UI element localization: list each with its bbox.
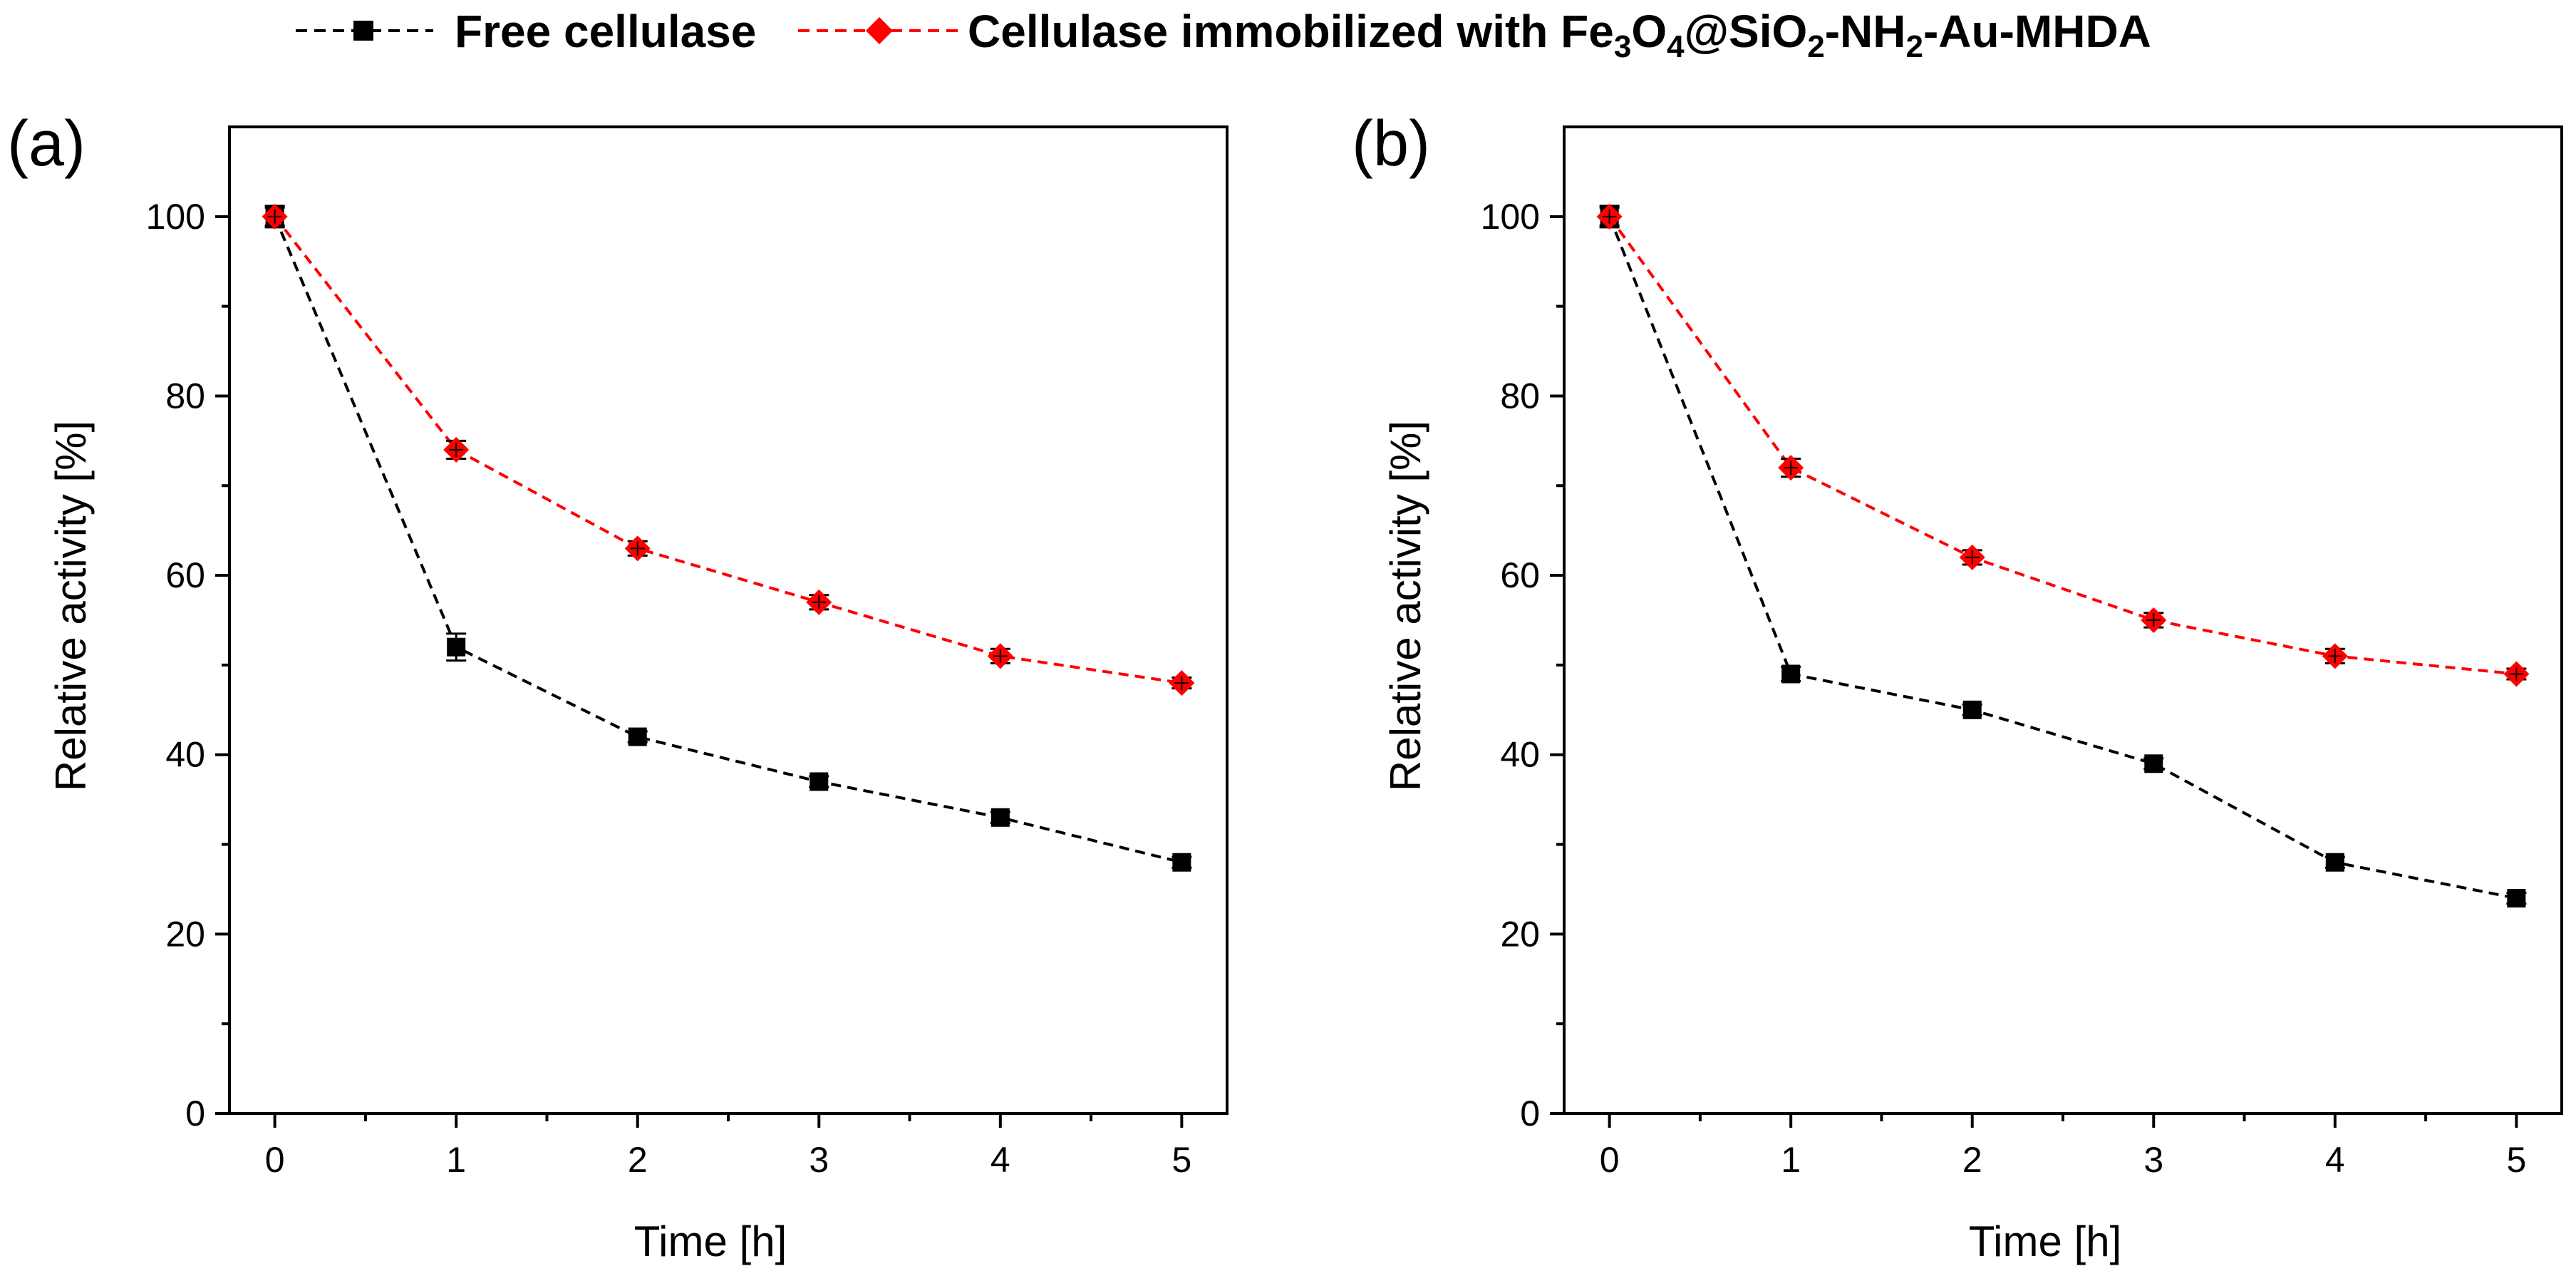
series-line [274,215,1182,685]
legend: Free cellulase Cellulase immobilized wit… [296,6,2151,64]
panel-label: (b) [1352,108,1430,180]
legend-marker-diamond [866,17,893,44]
y-tick-label: 40 [1500,735,1540,775]
y-tick-label: 100 [146,197,205,237]
x-tick-label: 1 [446,1140,466,1180]
plot-frame [228,125,1228,1115]
x-tick-label: 3 [809,1140,829,1180]
y-tick-label: 80 [1500,376,1540,416]
data-point-square [2325,853,2344,872]
series-immobilized-cellulase [262,203,1195,696]
data-point-square [447,637,466,657]
y-tick-label: 80 [165,376,205,416]
legend-marker-square [353,21,373,41]
series-line [273,216,1182,864]
y-tick-label: 100 [1481,197,1540,237]
legend-label-immobilized-cellulase: Cellulase immobilized with Fe3O4@SiO2-NH… [968,6,2151,64]
y-tick-label: 20 [165,914,205,954]
y-axis-title: Relative activity [%] [47,421,95,791]
plot-frame [1563,125,2563,1115]
series-free-cellulase [264,205,1192,872]
y-tick-label: 60 [165,555,205,595]
data-point-square [809,772,829,791]
series-free-cellulase [1599,205,2527,908]
x-tick-label: 2 [628,1140,648,1180]
x-axis-title: Time [h] [634,1218,787,1265]
x-tick-label: 4 [990,1140,1010,1180]
chart-panel-a: (a) 0 1 2 3 4 5 0 20 40 60 80 100 Time [h] Relative ac… [7,108,1228,1265]
y-tick-label: 20 [1500,914,1540,954]
y-tick-label: 40 [165,735,205,775]
y-tick-label: 0 [1520,1094,1540,1133]
legend-entry-free-cellulase: Free cellulase [296,6,756,57]
data-point-square [2507,889,2526,908]
data-point-square [628,727,647,746]
panel-label: (a) [7,108,86,180]
x-tick-label: 0 [1600,1140,1620,1180]
data-point-square [990,808,1010,827]
y-tick-label: 60 [1500,555,1540,595]
data-point-square [1172,853,1191,872]
data-point-square [1781,664,1801,684]
y-axis-title: Relative activity [%] [1382,421,1429,791]
x-axis-title: Time [h] [1969,1218,2121,1265]
legend-entry-immobilized-cellulase: Cellulase immobilized with Fe3O4@SiO2-NH… [798,6,2151,64]
data-point-square [2144,754,2163,773]
series-line [1608,215,2517,676]
x-tick-label: 1 [1781,1140,1801,1180]
x-tick-label: 2 [1962,1140,1982,1180]
x-tick-label: 0 [265,1140,285,1180]
chart-panel-b: (b) 0 1 2 3 4 5 0 20 40 60 80 100 Time [h] Relative ac… [1352,108,2563,1265]
series-line [1608,216,2517,900]
y-tick-label: 0 [185,1094,205,1133]
series-immobilized-cellulase [1596,203,2530,687]
x-tick-label: 5 [2506,1140,2526,1180]
x-tick-label: 4 [2325,1140,2345,1180]
x-tick-label: 5 [1171,1140,1191,1180]
legend-label-free-cellulase: Free cellulase [455,6,756,57]
x-tick-label: 3 [2143,1140,2163,1180]
data-point-square [1962,700,1982,719]
